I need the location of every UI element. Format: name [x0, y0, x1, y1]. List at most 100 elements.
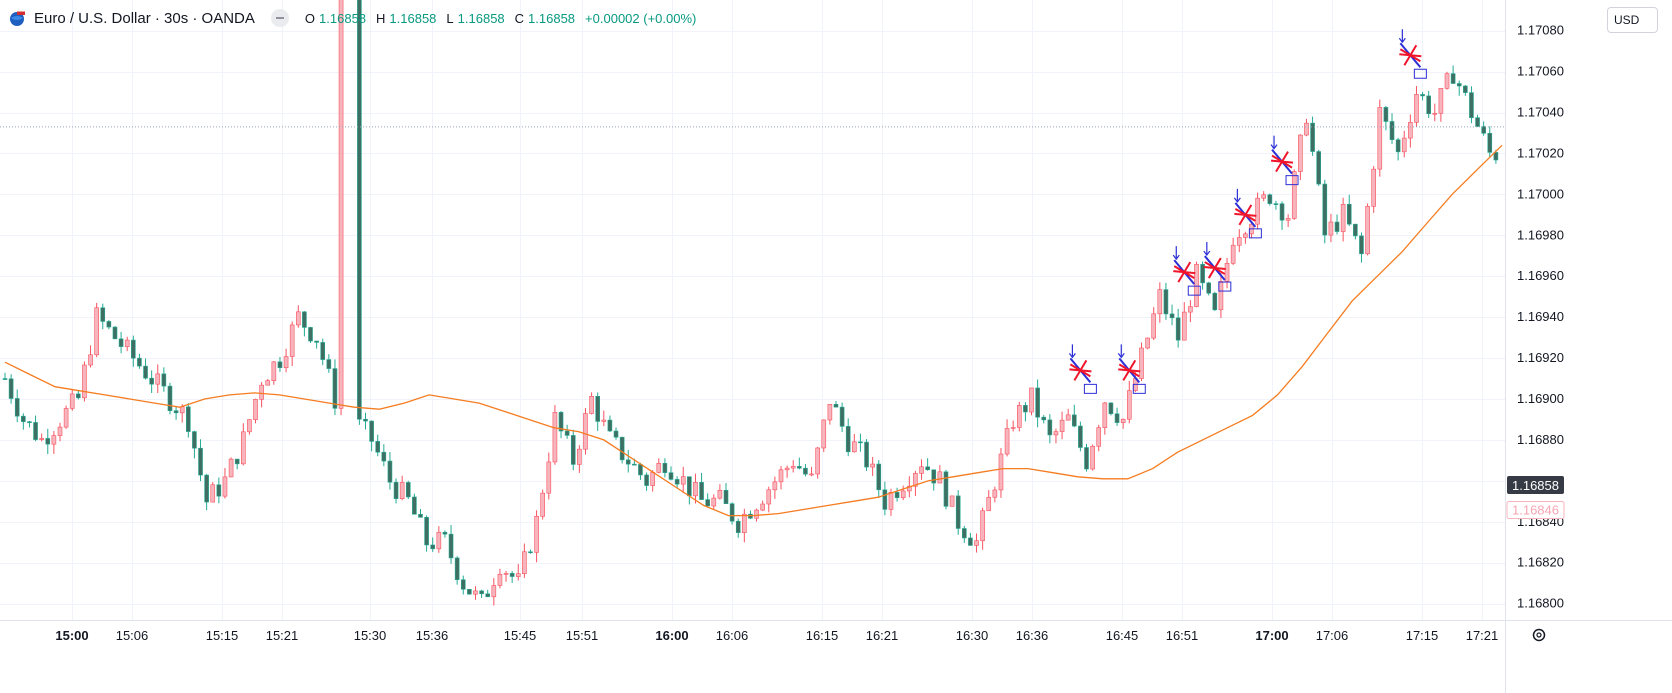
- candle[interactable]: [57, 422, 63, 442]
- candle[interactable]: [424, 515, 429, 552]
- candle[interactable]: [913, 470, 918, 496]
- candle[interactable]: [772, 476, 778, 499]
- candle[interactable]: [1035, 379, 1040, 428]
- candle[interactable]: [1322, 179, 1328, 244]
- candle[interactable]: [216, 477, 222, 504]
- candle[interactable]: [625, 449, 631, 473]
- candle[interactable]: [784, 465, 790, 478]
- candle[interactable]: [858, 433, 863, 452]
- candle[interactable]: [88, 345, 93, 368]
- candle[interactable]: [1145, 337, 1150, 350]
- candle[interactable]: [1395, 137, 1401, 161]
- candle[interactable]: [1273, 200, 1279, 210]
- candle[interactable]: [271, 360, 277, 385]
- candle[interactable]: [1279, 201, 1285, 230]
- candle[interactable]: [1444, 71, 1450, 90]
- candle[interactable]: [644, 472, 649, 491]
- candle[interactable]: [778, 466, 784, 490]
- candle[interactable]: [815, 446, 820, 479]
- candle[interactable]: [1414, 86, 1419, 127]
- candle[interactable]: [82, 361, 87, 402]
- candle[interactable]: [552, 405, 558, 465]
- candle[interactable]: [308, 326, 313, 343]
- candle[interactable]: [1120, 418, 1126, 429]
- candle[interactable]: [14, 389, 20, 423]
- candle[interactable]: [69, 389, 75, 411]
- candle[interactable]: [467, 588, 472, 595]
- candle[interactable]: [1114, 407, 1120, 426]
- candle[interactable]: [357, 0, 362, 425]
- candle[interactable]: [1023, 402, 1028, 422]
- candle[interactable]: [1475, 114, 1480, 127]
- candle[interactable]: [509, 570, 515, 583]
- candle[interactable]: [1346, 194, 1352, 227]
- candle[interactable]: [1316, 149, 1321, 186]
- candle[interactable]: [1016, 401, 1022, 432]
- candle[interactable]: [1078, 421, 1083, 452]
- candle[interactable]: [955, 490, 961, 535]
- candle[interactable]: [100, 303, 106, 330]
- candle[interactable]: [45, 428, 51, 455]
- candle[interactable]: [1456, 80, 1462, 96]
- candle[interactable]: [900, 485, 906, 501]
- candle[interactable]: [546, 452, 552, 500]
- candle[interactable]: [992, 486, 998, 503]
- candle[interactable]: [167, 382, 173, 415]
- candle[interactable]: [1010, 420, 1016, 432]
- candle[interactable]: [149, 370, 154, 393]
- candle[interactable]: [405, 480, 411, 500]
- candle[interactable]: [369, 420, 374, 452]
- candle[interactable]: [1041, 415, 1047, 424]
- candle[interactable]: [210, 482, 216, 503]
- candle[interactable]: [1212, 291, 1218, 312]
- candle[interactable]: [882, 481, 888, 516]
- candle[interactable]: [1408, 114, 1413, 148]
- candle[interactable]: [186, 403, 191, 438]
- candle[interactable]: [460, 575, 466, 595]
- candle[interactable]: [63, 405, 69, 429]
- candle[interactable]: [94, 302, 99, 358]
- candle[interactable]: [699, 473, 704, 500]
- candle[interactable]: [607, 415, 613, 432]
- candle[interactable]: [454, 556, 460, 585]
- candle[interactable]: [473, 586, 478, 600]
- candle[interactable]: [809, 466, 814, 477]
- candle[interactable]: [27, 420, 32, 428]
- candle[interactable]: [937, 465, 943, 484]
- candle[interactable]: [2, 372, 8, 380]
- candle[interactable]: [76, 390, 81, 400]
- candle[interactable]: [1310, 116, 1315, 156]
- candle[interactable]: [161, 367, 167, 392]
- candle[interactable]: [295, 305, 301, 328]
- candle[interactable]: [1340, 197, 1346, 242]
- candle[interactable]: [320, 338, 326, 366]
- candle[interactable]: [1432, 103, 1438, 122]
- candle[interactable]: [619, 436, 625, 464]
- candle[interactable]: [1255, 192, 1260, 230]
- candle[interactable]: [570, 429, 576, 471]
- candle[interactable]: [1163, 282, 1169, 320]
- candle[interactable]: [833, 401, 839, 408]
- candle[interactable]: [222, 468, 228, 499]
- candle[interactable]: [1267, 193, 1273, 206]
- candle[interactable]: [240, 423, 246, 466]
- candle[interactable]: [192, 430, 197, 459]
- candle[interactable]: [766, 486, 772, 513]
- candle[interactable]: [430, 537, 436, 552]
- candle[interactable]: [668, 466, 674, 481]
- candle[interactable]: [705, 493, 710, 507]
- candle[interactable]: [1450, 65, 1456, 84]
- candle[interactable]: [1175, 308, 1181, 348]
- candle[interactable]: [1151, 307, 1157, 341]
- candle[interactable]: [962, 525, 967, 543]
- candle[interactable]: [1261, 191, 1267, 202]
- candle[interactable]: [418, 509, 423, 518]
- candle[interactable]: [118, 331, 124, 354]
- candle[interactable]: [393, 478, 399, 504]
- candle[interactable]: [124, 336, 130, 352]
- candle[interactable]: [332, 359, 338, 416]
- candle[interactable]: [1188, 300, 1193, 323]
- candle[interactable]: [601, 410, 607, 427]
- market-status-icon[interactable]: [270, 9, 289, 27]
- candle[interactable]: [1084, 443, 1089, 472]
